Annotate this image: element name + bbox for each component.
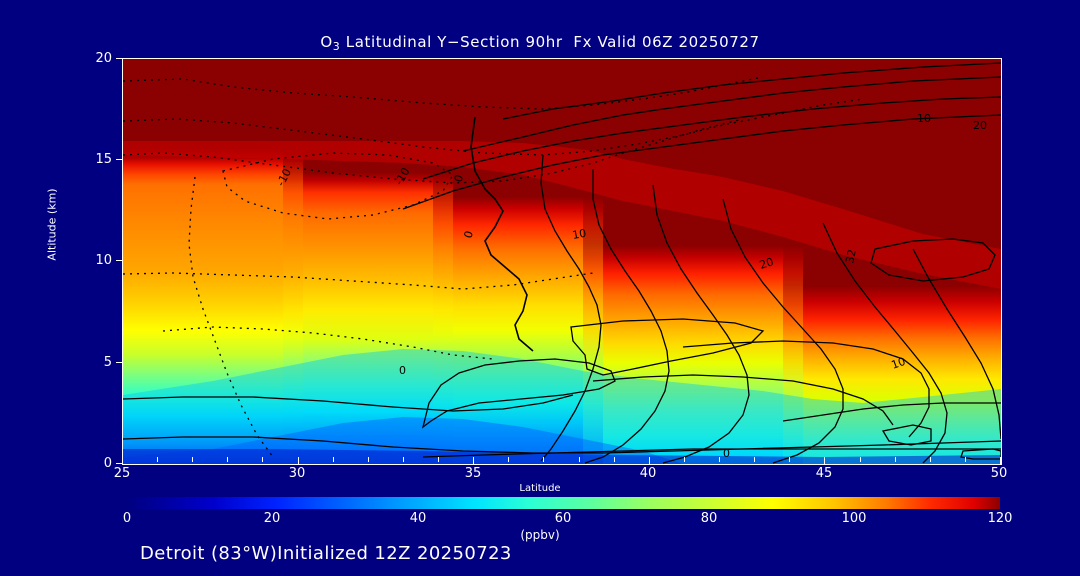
y-axis-tick-mark	[116, 260, 122, 261]
x-tick-30: 30	[288, 466, 306, 481]
x-axis-tick-mark	[754, 457, 756, 462]
x-axis-label: Latitude	[519, 483, 561, 494]
contour-label-20-mid: 20	[758, 255, 775, 272]
colorbar-tick-120: 120	[987, 511, 1013, 526]
contour-label-10-mid: 10	[571, 227, 587, 242]
contour-plot-area: -10 -10 0 0 0 32 10 20 10 20 10 0 0	[122, 58, 1002, 465]
colorbar-tick-0: 0	[122, 511, 132, 526]
x-axis-tick-mark	[824, 457, 826, 464]
x-axis-tick-mark	[402, 457, 404, 462]
y-axis-tick-mark	[116, 159, 122, 160]
y-axis-label: Altitude (km)	[45, 188, 59, 261]
y-axis-tick-mark	[116, 362, 122, 363]
x-axis-tick-mark	[262, 457, 264, 462]
title-subscript: 3	[332, 40, 341, 53]
x-axis-tick-mark	[508, 457, 510, 462]
contour-label-20-upper: 20	[973, 119, 987, 132]
colorbar-tick-60: 60	[554, 511, 572, 526]
x-tick-40: 40	[639, 466, 657, 481]
contour-label-0-mid: 0	[461, 229, 476, 240]
x-tick-45: 45	[815, 466, 833, 481]
lower-troposphere-low-ozone	[123, 349, 1001, 464]
x-axis-tick-mark	[789, 457, 791, 462]
title-o: O	[320, 33, 333, 51]
y-tick-5: 5	[103, 355, 112, 370]
x-axis-tick-mark	[929, 457, 931, 462]
x-axis-tick-mark	[227, 457, 229, 462]
y-axis-tick-mark	[116, 58, 122, 59]
x-axis-tick-mark	[122, 457, 123, 464]
x-axis-tick-mark	[964, 457, 966, 462]
x-axis-tick-mark	[192, 457, 194, 462]
y-axis-tick-mark	[116, 463, 122, 464]
y-tick-20: 20	[95, 51, 112, 66]
x-axis-tick-mark	[367, 457, 369, 462]
y-tick-15: 15	[95, 152, 112, 167]
colorbar-tick-40: 40	[409, 511, 427, 526]
title-rest: Latitudinal Y−Section 90hr Fx Valid 06Z …	[340, 33, 760, 51]
filled-contour-field	[123, 59, 1001, 464]
contour-label-10-upper: 10	[917, 112, 931, 125]
colorbar	[127, 497, 1000, 509]
stratosphere-region	[123, 59, 1001, 249]
colorbar-tick-80: 80	[700, 511, 718, 526]
x-axis-tick-mark	[332, 457, 334, 462]
contour-label-0-loop: 0	[399, 364, 406, 377]
x-axis-tick-mark	[438, 457, 440, 462]
footer-caption: Detroit (83°W)Initialized 12Z 20250723	[140, 543, 512, 564]
x-axis-tick-mark	[894, 457, 896, 462]
x-axis-tick-mark	[719, 457, 721, 462]
contour-lines	[123, 62, 1001, 464]
x-axis-tick-mark	[297, 457, 299, 464]
x-axis-tick-mark	[157, 457, 159, 462]
x-axis-tick-mark	[578, 457, 580, 462]
x-axis-tick-mark	[613, 457, 615, 462]
negative-contours	[123, 76, 864, 458]
contour-label-0-top: 0	[653, 59, 660, 62]
contour-label-0-surface: 0	[723, 447, 730, 460]
x-axis-tick-mark	[1000, 457, 1001, 464]
colorbar-units-label: (ppbv)	[520, 528, 560, 542]
colorbar-tick-100: 100	[841, 511, 867, 526]
x-axis-tick-mark	[648, 457, 650, 464]
x-tick-50: 50	[990, 466, 1008, 481]
x-axis-tick-mark	[473, 457, 475, 464]
x-axis-tick-mark	[859, 457, 861, 462]
colorbar-tick-20: 20	[263, 511, 281, 526]
y-tick-0: 0	[103, 456, 112, 471]
cross-section-svg: -10 -10 0 0 0 32 10 20 10 20 10 0 0	[123, 59, 1001, 464]
contour-label-10-lower: 10	[890, 355, 908, 372]
y-tick-10: 10	[95, 253, 112, 268]
contour-label-0-upper: 0	[452, 173, 467, 184]
x-axis-tick-mark	[543, 457, 545, 462]
x-tick-25: 25	[113, 466, 131, 481]
x-axis-tick-mark	[683, 457, 685, 462]
contour-label-32: 32	[843, 248, 859, 264]
positive-contours	[123, 62, 1001, 464]
x-tick-35: 35	[464, 466, 482, 481]
page-title: O3 Latitudinal Y−Section 90hr Fx Valid 0…	[0, 33, 1080, 53]
